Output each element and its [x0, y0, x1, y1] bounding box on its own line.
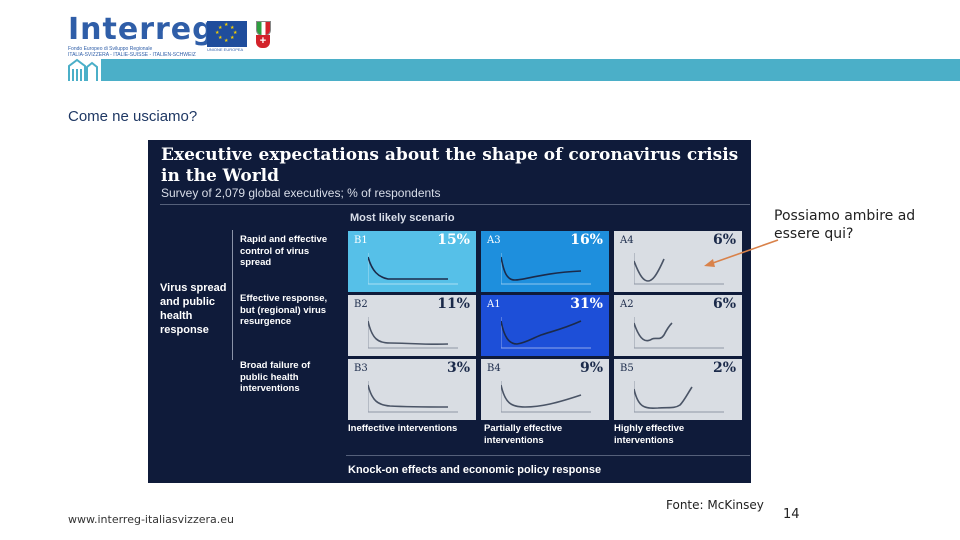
- scenario-id: A4: [620, 235, 634, 246]
- eu-label: UNIONE EUROPEA: [207, 47, 244, 52]
- scenario-curve: [368, 253, 458, 285]
- y-axis-line: [232, 230, 233, 360]
- scenario-id: A2: [620, 299, 634, 310]
- page-number: 14: [783, 507, 800, 522]
- col-label-partially-effective: Partially effective interventions: [484, 423, 563, 446]
- scenario-percent: 6%: [712, 232, 736, 248]
- scenario-percent: 15%: [437, 232, 470, 248]
- figure-subtitle: Survey of 2,079 global executives; % of …: [161, 186, 441, 200]
- scenario-id: A1: [487, 299, 501, 310]
- scenario-id: A3: [487, 235, 501, 246]
- col-label-ineffective: Ineffective interventions: [348, 423, 458, 434]
- scenario-percent: 9%: [579, 360, 603, 376]
- scenario-id: B1: [354, 235, 368, 246]
- most-likely-label: Most likely scenario: [350, 212, 455, 224]
- source-note: Fonte: McKinsey: [666, 498, 764, 512]
- x-axis-line: [346, 455, 750, 456]
- scenario-curve: [634, 381, 724, 413]
- header-bar-notch: [766, 81, 960, 83]
- scenario-curve: [501, 317, 591, 349]
- footer-url: www.interreg-italiasvizzera.eu: [68, 513, 234, 526]
- mckinsey-figure: Executive expectations about the shape o…: [148, 140, 751, 483]
- logo-subtitle-programme: ITALIA-SVIZZERA - ITALIE-SUISSE - ITALIE…: [68, 52, 196, 58]
- scenario-id: B5: [620, 363, 634, 374]
- logo-subtitle: Fondo Europeo di Sviluppo Regionale: [68, 46, 153, 52]
- scenario-cell-a4: A4 6%: [614, 231, 742, 292]
- x-axis-label: Knock-on effects and economic policy res…: [348, 464, 602, 476]
- y-axis-label: Virus spread and public health response: [160, 282, 227, 336]
- scenario-curve: [501, 381, 591, 413]
- scenario-curve: [634, 253, 724, 285]
- swiss-shield-icon: +: [256, 35, 270, 48]
- callout-text: Possiamo ambire ad essere qui?: [774, 208, 916, 242]
- scenario-id: B2: [354, 299, 368, 310]
- scenario-percent: 16%: [570, 232, 603, 248]
- italy-shield-icon: [256, 21, 271, 36]
- callout-arrow: [704, 239, 779, 267]
- scenario-cell-b4: B4 9%: [481, 359, 609, 420]
- header-bar: [101, 59, 960, 81]
- scenario-cell-a2: A2 6%: [614, 295, 742, 356]
- eu-flag-icon: ★ ★ ★ ★ ★ ★ ★ ★: [207, 21, 247, 47]
- scenario-cell-b2: B2 11%: [348, 295, 476, 356]
- figure-divider: [160, 204, 750, 205]
- scenario-percent: 3%: [446, 360, 470, 376]
- scenario-percent: 6%: [712, 296, 736, 312]
- building-icon: [68, 58, 98, 81]
- scenario-cell-b3: B3 3%: [348, 359, 476, 420]
- interreg-logo: Interreg: [68, 12, 215, 47]
- scenario-percent: 11%: [437, 296, 470, 312]
- scenario-curve: [634, 317, 724, 349]
- scenario-id: B4: [487, 363, 501, 374]
- col-label-highly-effective: Highly effective interventions: [614, 423, 685, 446]
- scenario-cell-b1: B1 15%: [348, 231, 476, 292]
- scenario-curve: [368, 317, 458, 349]
- figure-title: Executive expectations about the shape o…: [161, 145, 739, 186]
- row-label-resurgence: Effective response, but (regional) virus…: [240, 293, 328, 327]
- scenario-cell-a1: A1 31%: [481, 295, 609, 356]
- scenario-id: B3: [354, 363, 368, 374]
- scenario-curve: [368, 381, 458, 413]
- scenario-percent: 2%: [712, 360, 736, 376]
- row-label-broad-failure: Broad failure of public health intervent…: [240, 360, 311, 394]
- scenario-cell-b5: B5 2%: [614, 359, 742, 420]
- scenario-curve: [501, 253, 591, 285]
- slide-title: Come ne usciamo?: [68, 108, 198, 125]
- scenario-cell-a3: A3 16%: [481, 231, 609, 292]
- row-label-rapid-control: Rapid and effective control of virus spr…: [240, 234, 328, 268]
- scenario-percent: 31%: [570, 296, 603, 312]
